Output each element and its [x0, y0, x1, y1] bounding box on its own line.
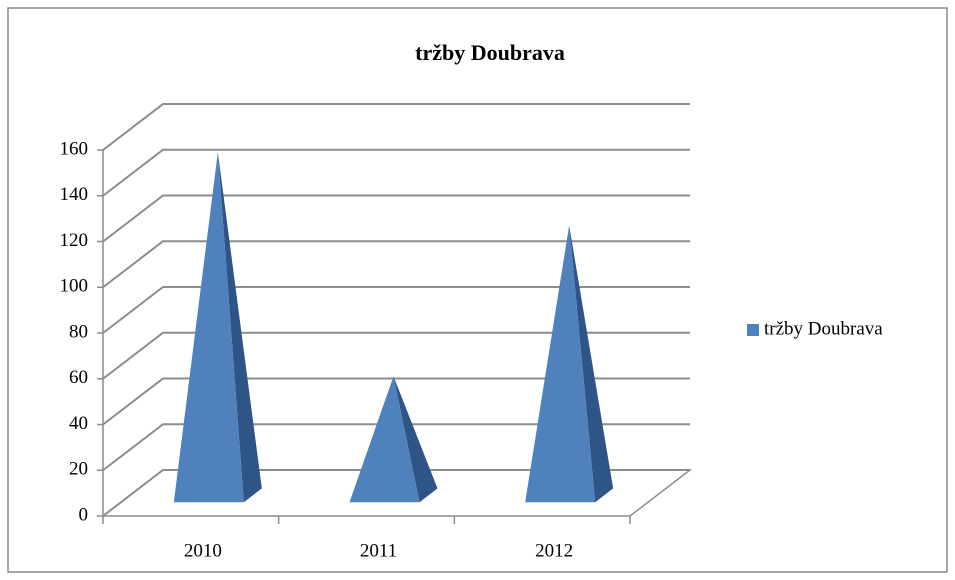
pyramid-side [217, 152, 262, 503]
pyramid-front [525, 225, 596, 503]
grid-line [102, 240, 690, 289]
y-tick-label: 100 [60, 276, 89, 297]
grid-line [102, 103, 690, 151]
grid-line [102, 469, 690, 517]
grid-line [102, 331, 690, 380]
x-tick-label: 2012 [535, 540, 573, 561]
grid-line [102, 377, 690, 426]
grid-line [102, 286, 690, 334]
y-tick-label: 20 [69, 459, 88, 480]
pyramid-front [349, 376, 420, 503]
y-tick-label: 140 [60, 184, 89, 205]
pyramid-side [393, 376, 438, 503]
grid-line [102, 194, 690, 243]
y-tick-label: 80 [69, 321, 88, 342]
x-tick-label: 2010 [184, 540, 222, 561]
grid-line [102, 148, 690, 197]
y-tick-label: 40 [69, 413, 88, 434]
chart-title: tržby Doubrava [415, 40, 565, 65]
legend-label: tržby Doubrava [764, 318, 883, 339]
chart-border [7, 7, 948, 573]
x-tick-label: 2011 [360, 540, 397, 561]
grid-line [102, 423, 690, 472]
y-tick-label: 160 [60, 138, 89, 159]
y-tick-label: 0 [79, 504, 89, 525]
legend-swatch [747, 324, 759, 336]
pyramid-front [173, 152, 244, 503]
y-tick-label: 120 [60, 230, 89, 251]
y-tick-label: 60 [69, 367, 88, 388]
pyramid-side [569, 225, 614, 503]
